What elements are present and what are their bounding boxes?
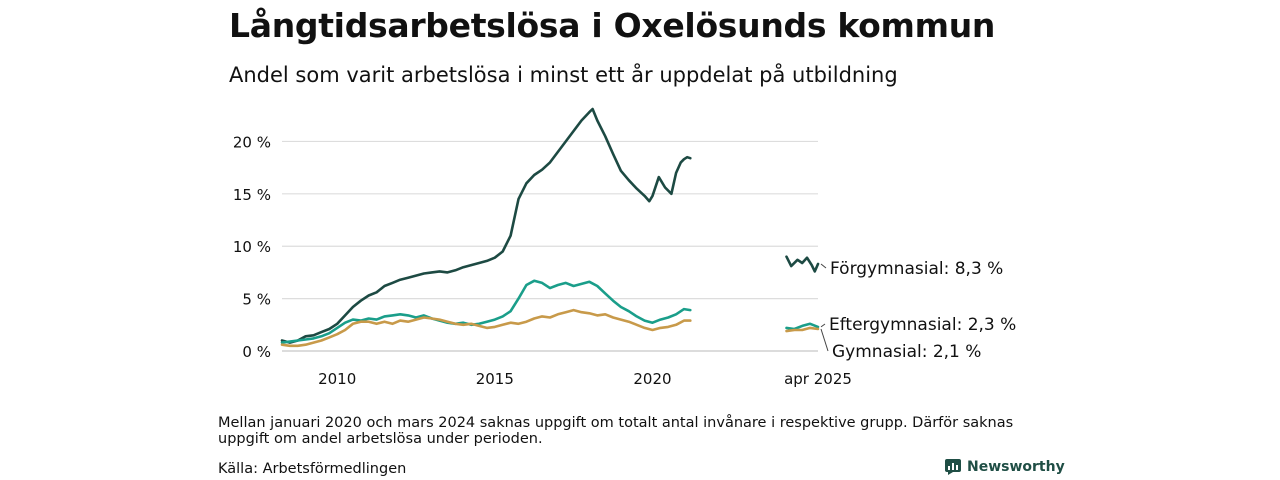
y-tick-label: 15 % bbox=[233, 186, 271, 204]
x-tick-label: apr 2025 bbox=[784, 370, 852, 388]
series-end-label: Eftergymnasial: 2,3 % bbox=[829, 315, 1016, 335]
series-line-gymnasial bbox=[280, 308, 692, 348]
line-chart: 0 %5 %10 %15 %20 % 2010 2015 2020 apr 2025 … bbox=[233, 107, 1016, 388]
newsworthy-logo-icon bbox=[945, 459, 961, 475]
series-line-eftergymnasial bbox=[785, 322, 820, 331]
series-lines bbox=[280, 107, 820, 348]
series-line-gymnasial bbox=[785, 326, 820, 333]
x-tick-label: 2010 bbox=[318, 370, 356, 388]
x-axis-ticks: 2010 2015 2020 apr 2025 bbox=[318, 370, 852, 388]
chart-subtitle: Andel som varit arbetslösa i minst ett å… bbox=[229, 63, 898, 87]
x-tick-label: 2020 bbox=[633, 370, 671, 388]
series-end-label: Gymnasial: 2,1 % bbox=[832, 342, 981, 362]
brand-logo: Newsworthy bbox=[945, 459, 1065, 475]
y-tick-label: 5 % bbox=[242, 291, 271, 309]
y-axis-ticks: 0 % 5 % 10 % 15 % 20 % bbox=[233, 133, 271, 361]
label-leader-line bbox=[820, 263, 827, 269]
brand-name: Newsworthy bbox=[967, 459, 1065, 475]
y-tick-label: 10 % bbox=[233, 238, 271, 256]
y-tick-label: 20 % bbox=[233, 133, 271, 151]
series-line-förgymnasial bbox=[785, 255, 820, 273]
series-line-eftergymnasial bbox=[280, 279, 692, 344]
label-leader-line bbox=[820, 328, 829, 352]
footnote: Mellan januari 2020 och mars 2024 saknas… bbox=[218, 415, 1014, 447]
source-credit: Källa: Arbetsförmedlingen bbox=[218, 461, 407, 477]
y-tick-label: 0 % bbox=[242, 343, 271, 361]
series-end-labels: Förgymnasial: 8,3 % Eftergymnasial: 2,3 %… bbox=[820, 259, 1016, 362]
grid-lines bbox=[282, 140, 818, 352]
chart-title: Långtidsarbetslösa i Oxelösunds kommun bbox=[229, 6, 996, 45]
series-line-förgymnasial bbox=[280, 107, 692, 344]
series-end-label: Förgymnasial: 8,3 % bbox=[830, 259, 1003, 279]
label-leader-line bbox=[820, 323, 826, 328]
x-tick-label: 2015 bbox=[476, 370, 514, 388]
